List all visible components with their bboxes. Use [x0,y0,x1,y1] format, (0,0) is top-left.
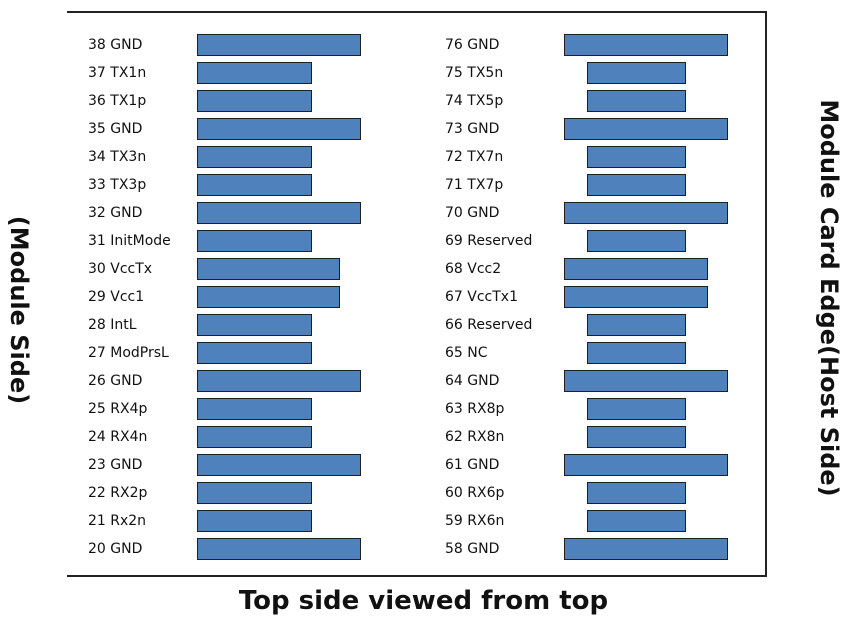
right-pin-label: 71 TX7p [445,177,504,193]
left-pin-label: 34 TX3n [88,149,147,165]
left-pin-label: 32 GND [88,205,143,221]
left-pin-pad [197,426,312,448]
right-pin-label: 63 RX8p [445,401,505,417]
right-pin-label: 73 GND [445,121,500,137]
left-pin-label: 20 GND [88,541,143,557]
left-pin-pad [197,202,361,224]
right-pin-label: 76 GND [445,37,500,53]
right-pin-label: 66 Reserved [445,317,533,333]
right-pin-label: 65 NC [445,345,488,361]
right-pin-pad [564,538,728,560]
left-pin-pad [197,174,312,196]
right-pin-pad [587,174,686,196]
right-pin-pad [587,510,686,532]
right-pin-pad [587,426,686,448]
host-side-label: Module Card Edge(Host Side) [815,99,843,497]
left-pin-label: 25 RX4p [88,401,148,417]
left-pin-label: 36 TX1p [88,93,147,109]
left-pin-pad [197,90,312,112]
left-pin-label: 37 TX1n [88,65,147,81]
right-pin-pad [587,482,686,504]
left-pin-pad [197,230,312,252]
right-pin-pad [564,118,728,140]
module-side-label: (Module Side) [5,215,33,405]
left-pin-pad [197,510,312,532]
left-pin-pad [197,62,312,84]
right-pin-pad [564,370,728,392]
left-pin-label: 27 ModPrsL [88,345,169,361]
left-pin-pad [197,314,312,336]
left-pin-label: 21 Rx2n [88,513,147,529]
right-pin-label: 61 GND [445,457,500,473]
left-pin-label: 23 GND [88,457,143,473]
right-pin-pad [564,454,728,476]
right-pin-pad [587,62,686,84]
left-pin-pad [197,258,340,280]
diagram-caption: Top side viewed from top [238,586,609,616]
left-pin-label: 24 RX4n [88,429,148,445]
left-pin-label: 26 GND [88,373,143,389]
right-pin-label: 69 Reserved [445,233,533,249]
left-pin-label: 29 Vcc1 [88,289,145,305]
right-pin-label: 60 RX6p [445,485,505,501]
right-pin-pad [564,34,728,56]
right-pin-pad [564,202,728,224]
right-pin-label: 68 Vcc2 [445,261,502,277]
right-pin-pad [587,230,686,252]
left-pin-pad [197,538,361,560]
left-pin-pad [197,454,361,476]
left-pin-pad [197,34,361,56]
right-pin-label: 64 GND [445,373,500,389]
left-pin-label: 22 RX2p [88,485,148,501]
right-pin-pad [587,342,686,364]
right-pin-pad [564,286,708,308]
connector-frame [67,11,767,577]
right-pin-label: 75 TX5n [445,65,504,81]
left-pin-pad [197,118,361,140]
left-pin-pad [197,398,312,420]
left-pin-label: 38 GND [88,37,143,53]
right-pin-label: 59 RX6n [445,513,505,529]
left-pin-pad [197,146,312,168]
left-pin-label: 28 IntL [88,317,137,333]
left-pin-pad [197,286,340,308]
right-pin-label: 70 GND [445,205,500,221]
left-pin-pad [197,482,312,504]
left-pin-label: 31 InitMode [88,233,171,249]
left-pin-pad [197,342,312,364]
left-pin-label: 33 TX3p [88,177,147,193]
right-pin-pad [587,398,686,420]
right-pin-pad [587,146,686,168]
left-pin-label: 30 VccTx [88,261,153,277]
right-pin-pad [587,314,686,336]
right-pin-label: 72 TX7n [445,149,504,165]
left-pin-pad [197,370,361,392]
left-pin-label: 35 GND [88,121,143,137]
right-pin-label: 62 RX8n [445,429,505,445]
right-pin-pad [564,258,708,280]
right-pin-pad [587,90,686,112]
right-pin-label: 58 GND [445,541,500,557]
right-pin-label: 67 VccTx1 [445,289,518,305]
right-pin-label: 74 TX5p [445,93,504,109]
